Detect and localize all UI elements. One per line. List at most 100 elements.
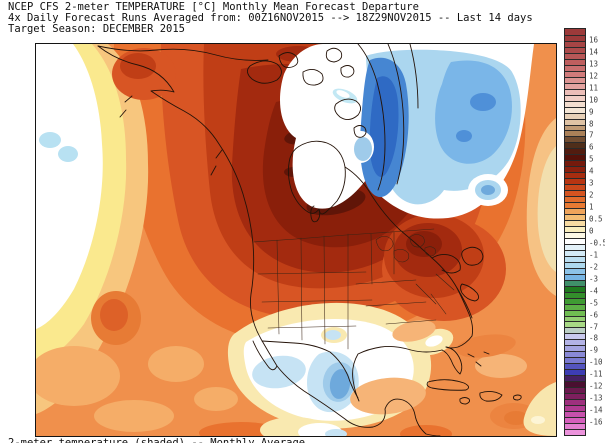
arctic-cold-anomaly-region bbox=[280, 44, 556, 296]
colorbar-swatch bbox=[565, 225, 585, 232]
colorbar-swatch bbox=[565, 64, 585, 71]
colorbar-label: 1 bbox=[589, 202, 594, 212]
anomaly-map bbox=[36, 44, 556, 436]
colorbar-swatch bbox=[565, 82, 585, 89]
colorbar-swatch bbox=[565, 142, 585, 149]
state-borders bbox=[252, 228, 455, 350]
colorbar bbox=[564, 28, 586, 436]
colorbar-swatch bbox=[565, 339, 585, 346]
colorbar-swatch bbox=[565, 327, 585, 334]
colorbar-label: -14 bbox=[589, 405, 603, 415]
colorbar-swatch bbox=[565, 136, 585, 143]
colorbar-swatch bbox=[565, 399, 585, 406]
pacific-southwest-region bbox=[36, 291, 347, 436]
colorbar-swatch bbox=[565, 291, 585, 298]
colorbar-label: 2 bbox=[589, 190, 594, 200]
colorbar-swatch bbox=[565, 297, 585, 304]
colorbar-swatch bbox=[565, 422, 585, 429]
colorbar-label: -5 bbox=[589, 298, 599, 308]
colorbar-swatch bbox=[565, 261, 585, 268]
colorbar-label: 16 bbox=[589, 35, 599, 45]
coastline-borders bbox=[97, 44, 522, 436]
colorbar-swatch bbox=[565, 160, 585, 167]
colorbar-swatch bbox=[565, 393, 585, 400]
colorbar-swatch bbox=[565, 303, 585, 310]
title-line-3: Target Season: DECEMBER 2015 bbox=[8, 23, 186, 35]
colorbar-swatch bbox=[565, 196, 585, 203]
colorbar-label: -16 bbox=[589, 417, 603, 427]
colorbar-swatch bbox=[565, 387, 585, 394]
colorbar-swatch bbox=[565, 76, 585, 83]
colorbar-swatch bbox=[565, 88, 585, 95]
colorbar-swatch bbox=[565, 267, 585, 274]
colorbar-label: -8 bbox=[589, 333, 599, 343]
colorbar-swatch bbox=[565, 124, 585, 131]
colorbar-swatch bbox=[565, 190, 585, 197]
colorbar-swatch bbox=[565, 208, 585, 215]
colorbar-swatch bbox=[565, 273, 585, 280]
colorbar-swatch bbox=[565, 375, 585, 382]
colorbar-label: 5 bbox=[589, 154, 594, 164]
colorbar-labels: 16 14 13 12 11 10 9 8 7 6 5 4 3 2 1 0.5 0 -0.5 -1 -2 -3 -4 -5 -… bbox=[589, 28, 605, 434]
colorbar-label: 10 bbox=[589, 95, 599, 105]
colorbar-swatch bbox=[565, 184, 585, 191]
colorbar-label: -1 bbox=[589, 250, 599, 260]
colorbar-swatch bbox=[565, 46, 585, 53]
colorbar-swatch bbox=[565, 416, 585, 423]
colorbar-swatch bbox=[565, 166, 585, 173]
colorbar-swatch bbox=[565, 100, 585, 107]
colorbar-swatch bbox=[565, 351, 585, 358]
colorbar-label: -0.5 bbox=[589, 238, 605, 248]
colorbar-swatch bbox=[565, 106, 585, 113]
colorbar-label: 11 bbox=[589, 83, 599, 93]
colorbar-swatch bbox=[565, 321, 585, 328]
colorbar-swatch bbox=[565, 315, 585, 322]
colorbar-label: 7 bbox=[589, 130, 594, 140]
alaska-warm-region bbox=[112, 48, 176, 100]
colorbar-swatch bbox=[565, 279, 585, 286]
colorbar-swatch bbox=[565, 285, 585, 292]
colorbar-swatch bbox=[565, 255, 585, 262]
colorbar-swatch bbox=[565, 411, 585, 417]
colorbar-swatch bbox=[565, 333, 585, 340]
colorbar-label: -10 bbox=[589, 357, 603, 367]
colorbar-label: 0 bbox=[589, 226, 594, 236]
colorbar-swatch bbox=[565, 94, 585, 101]
colorbar-label: 4 bbox=[589, 166, 594, 176]
colorbar-swatch bbox=[565, 369, 585, 376]
gulf-caribbean-region bbox=[199, 320, 556, 436]
colorbar-label: 9 bbox=[589, 107, 594, 117]
colorbar-swatch bbox=[565, 40, 585, 47]
colorbar-swatch bbox=[565, 428, 585, 435]
pacific-neutral-region bbox=[36, 44, 149, 414]
colorbar-label: -11 bbox=[589, 369, 603, 379]
colorbar-swatch bbox=[565, 309, 585, 316]
colorbar-swatch bbox=[565, 363, 585, 370]
colorbar-swatch bbox=[565, 58, 585, 65]
colorbar-label: -3 bbox=[589, 274, 599, 284]
colorbar-swatch bbox=[565, 405, 585, 411]
colorbar-swatch bbox=[565, 70, 585, 77]
title-line-1: NCEP CFS 2-meter TEMPERATURE [°C] Monthl… bbox=[8, 1, 419, 13]
colorbar-label: -4 bbox=[589, 286, 599, 296]
colorbar-swatch bbox=[565, 172, 585, 179]
colorbar-label: 0.5 bbox=[589, 214, 603, 224]
colorbar-swatch bbox=[565, 237, 585, 244]
colorbar-swatch bbox=[565, 52, 585, 59]
colorbar-swatch bbox=[565, 154, 585, 161]
map-canvas bbox=[35, 43, 557, 437]
colorbar-label: 8 bbox=[589, 119, 594, 129]
colorbar-label: -2 bbox=[589, 262, 599, 272]
colorbar-swatch bbox=[565, 178, 585, 185]
colorbar-swatch bbox=[565, 202, 585, 209]
colorbar-swatch bbox=[565, 231, 585, 238]
colorbar-label: -13 bbox=[589, 393, 603, 403]
colorbar-swatch bbox=[565, 243, 585, 250]
colorbar-swatch bbox=[565, 29, 585, 35]
colorbar-swatch bbox=[565, 381, 585, 388]
colorbar-swatch bbox=[565, 357, 585, 364]
colorbar-label: 14 bbox=[589, 47, 599, 57]
colorbar-swatch bbox=[565, 112, 585, 119]
colorbar-label: 12 bbox=[589, 71, 599, 81]
